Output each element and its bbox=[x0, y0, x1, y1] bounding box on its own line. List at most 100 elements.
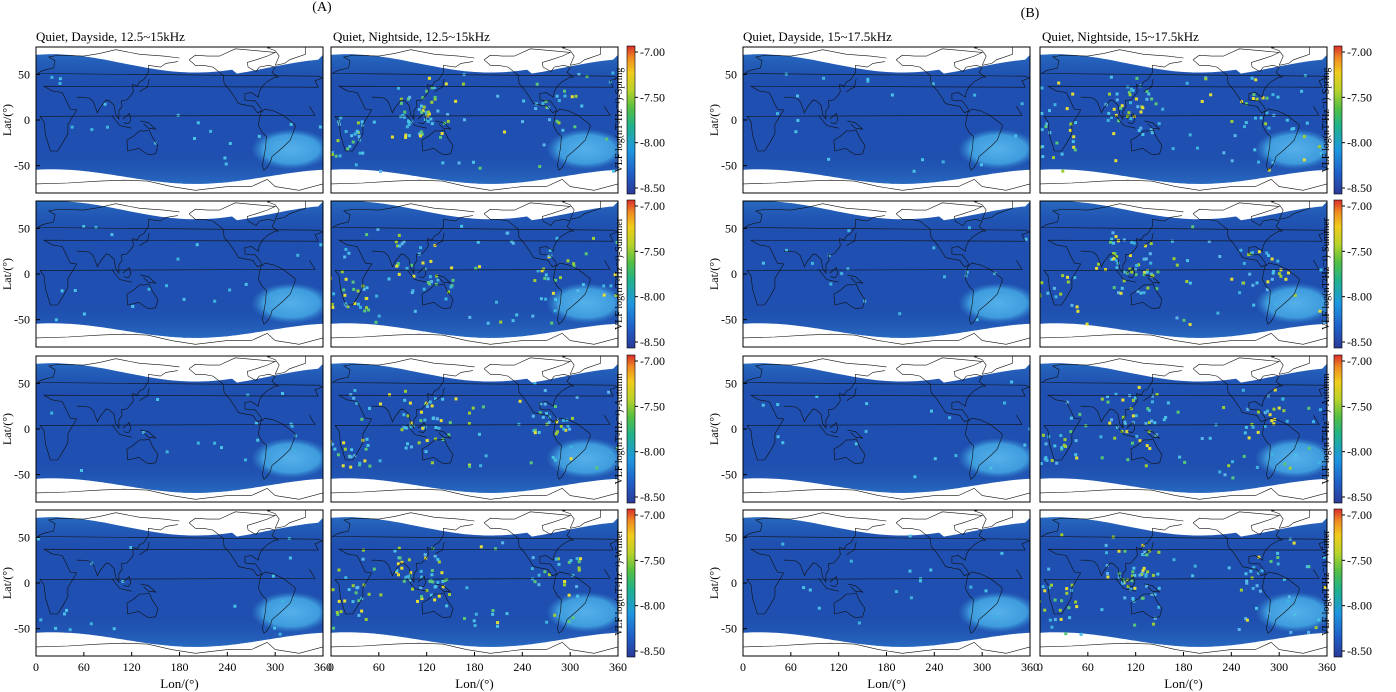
data-cell bbox=[121, 580, 125, 583]
data-cell bbox=[1106, 575, 1110, 579]
coastline bbox=[353, 49, 475, 59]
data-cell bbox=[361, 548, 365, 552]
data-cell bbox=[468, 315, 472, 319]
data-cell bbox=[1107, 111, 1111, 115]
data-cell bbox=[404, 446, 408, 450]
data-cell bbox=[1188, 281, 1192, 285]
data-cell bbox=[932, 246, 936, 250]
data-cell bbox=[1050, 583, 1053, 587]
data-cell bbox=[1053, 103, 1057, 107]
colorbar-tick-label: -7.00 bbox=[640, 45, 665, 59]
data-cell bbox=[1133, 573, 1137, 577]
data-cell bbox=[447, 290, 451, 294]
data-cell bbox=[1257, 410, 1261, 414]
data-cell bbox=[411, 289, 415, 293]
data-cell bbox=[1123, 596, 1127, 600]
data-cell bbox=[1144, 464, 1148, 468]
data-cell bbox=[1227, 464, 1231, 468]
data-cell bbox=[1284, 277, 1288, 281]
data-cell bbox=[1106, 572, 1109, 575]
data-cell bbox=[1128, 254, 1132, 257]
colorbar-tick-label: -7.50 bbox=[1347, 90, 1372, 104]
colorbar-label: VLF log(nT²Hz⁻¹)-Autumn bbox=[1321, 374, 1332, 485]
data-cell bbox=[408, 574, 412, 578]
data-cell bbox=[1041, 155, 1045, 159]
data-cell bbox=[472, 160, 475, 164]
data-cell bbox=[1266, 409, 1269, 413]
data-cell bbox=[1044, 125, 1048, 128]
data-cell bbox=[336, 613, 340, 616]
coastline bbox=[1130, 283, 1163, 310]
data-cell bbox=[1237, 628, 1241, 631]
data-cell bbox=[1120, 104, 1124, 108]
data-cell bbox=[1105, 564, 1109, 567]
data-cell bbox=[288, 556, 292, 560]
data-cell bbox=[333, 447, 337, 451]
data-cell bbox=[372, 120, 376, 124]
data-cell bbox=[474, 266, 478, 270]
x-tick-label: 360 bbox=[314, 660, 332, 674]
data-cell bbox=[1127, 111, 1131, 115]
data-cell bbox=[1127, 90, 1131, 94]
colorbar-label: VLF log(nT²Hz⁻¹)-Spring bbox=[614, 68, 625, 173]
data-cell bbox=[454, 397, 458, 401]
data-cell bbox=[344, 576, 348, 580]
data-cell bbox=[1287, 271, 1290, 275]
data-cell bbox=[421, 96, 425, 100]
data-cell bbox=[410, 445, 413, 449]
data-cell bbox=[1052, 286, 1056, 290]
coastline bbox=[1192, 48, 1284, 114]
data-cell bbox=[1044, 456, 1048, 460]
coastline bbox=[833, 438, 866, 465]
coastline bbox=[1126, 576, 1136, 587]
data-cell bbox=[613, 273, 617, 277]
data-cell bbox=[1110, 116, 1113, 119]
x-tick-label: 60 bbox=[78, 660, 90, 674]
coastline bbox=[1271, 47, 1310, 66]
colorbar-tick-label: -7.50 bbox=[640, 553, 665, 567]
map-panel-summer-0 bbox=[35, 200, 324, 348]
data-cell bbox=[362, 583, 366, 587]
data-cell bbox=[1183, 460, 1187, 464]
data-cell bbox=[551, 455, 555, 459]
data-cell bbox=[433, 585, 437, 589]
coastline bbox=[1115, 115, 1136, 129]
data-cell bbox=[430, 569, 434, 572]
data-cell bbox=[165, 284, 168, 288]
data-cell bbox=[1141, 133, 1145, 136]
group-labels: (A) (B) bbox=[312, 0, 1039, 21]
data-cell bbox=[1136, 105, 1140, 109]
x-tick-label: 60 bbox=[785, 660, 797, 674]
data-cell bbox=[1110, 237, 1114, 241]
data-cell bbox=[776, 403, 780, 406]
data-cell bbox=[1156, 270, 1160, 274]
data-cell bbox=[776, 112, 779, 116]
data-cell bbox=[1134, 414, 1138, 418]
data-cell bbox=[351, 600, 355, 604]
data-cell bbox=[1153, 593, 1157, 597]
y-axis-label: Lat/(°) bbox=[707, 567, 721, 599]
data-cell bbox=[1276, 556, 1280, 559]
data-cell bbox=[1257, 250, 1261, 254]
data-cell bbox=[429, 593, 433, 597]
data-cell bbox=[342, 288, 346, 292]
coastline bbox=[1262, 571, 1300, 634]
map-panels bbox=[35, 46, 1328, 657]
data-cell bbox=[1253, 148, 1257, 152]
data-cell bbox=[1281, 397, 1285, 401]
data-cell bbox=[1128, 267, 1132, 271]
y-tick-label: 0 bbox=[24, 422, 30, 436]
data-cell bbox=[1267, 126, 1271, 130]
data-cell bbox=[1244, 102, 1248, 106]
data-cell bbox=[1182, 318, 1186, 322]
data-cell bbox=[909, 596, 913, 600]
data-cell bbox=[1133, 623, 1137, 627]
data-cell bbox=[1140, 573, 1144, 576]
coastline bbox=[267, 356, 306, 375]
south-atlantic-anomaly bbox=[250, 591, 323, 633]
data-cell bbox=[82, 225, 86, 228]
data-cell bbox=[548, 415, 552, 419]
data-cell bbox=[325, 142, 328, 145]
data-cell bbox=[1244, 425, 1248, 429]
coastline bbox=[76, 524, 178, 584]
